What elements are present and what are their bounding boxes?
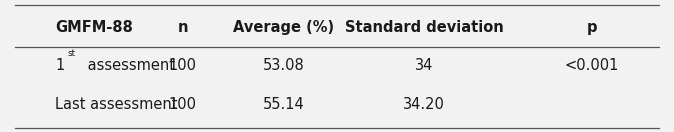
Text: Average (%): Average (%) xyxy=(233,20,334,35)
Text: Last assessment: Last assessment xyxy=(55,97,177,112)
Text: assessment: assessment xyxy=(84,58,175,74)
Text: n: n xyxy=(177,20,188,35)
Text: GMFM-88: GMFM-88 xyxy=(55,20,133,35)
Text: 34: 34 xyxy=(415,58,433,74)
Text: <0.001: <0.001 xyxy=(565,58,619,74)
Text: 55.14: 55.14 xyxy=(262,97,304,112)
Text: p: p xyxy=(587,20,597,35)
Text: 53.08: 53.08 xyxy=(262,58,304,74)
Text: 100: 100 xyxy=(168,58,197,74)
Text: 1: 1 xyxy=(55,58,64,74)
Text: Standard deviation: Standard deviation xyxy=(345,20,503,35)
Text: 100: 100 xyxy=(168,97,197,112)
Text: 34.20: 34.20 xyxy=(403,97,446,112)
Text: st: st xyxy=(68,49,76,58)
